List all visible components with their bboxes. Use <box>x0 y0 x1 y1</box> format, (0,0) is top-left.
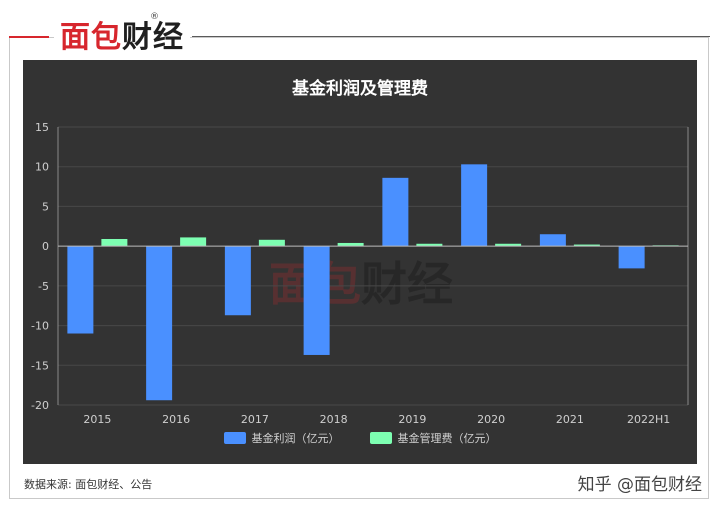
x-tick-label: 2018 <box>320 413 348 426</box>
bar-profit <box>146 246 173 401</box>
bar-chart: 面包财经 -20 -15 -10 -5 0 5 10 15 2015 2016 2017 2018 201… <box>31 121 689 426</box>
bar-profit <box>67 246 94 334</box>
brand-logo-part2: 财经 <box>122 20 184 55</box>
watermark: 面包财经 <box>269 257 453 311</box>
x-tick-label: 2022H1 <box>627 413 670 426</box>
legend-swatch-fee <box>369 432 392 444</box>
y-tick-label: 0 <box>42 240 49 253</box>
legend-item-fee[interactable]: 基金管理费（亿元） <box>369 430 497 446</box>
legend-label-profit: 基金利润（亿元） <box>251 432 340 445</box>
bar-fee <box>258 239 285 247</box>
chart-title: 基金利润及管理费 <box>292 79 428 99</box>
legend-swatch-profit <box>223 432 246 444</box>
y-tick-label: -10 <box>31 320 49 333</box>
bar-profit <box>303 246 330 355</box>
bar-fee <box>337 242 364 247</box>
bar-fee <box>416 243 443 247</box>
chart-card-frame <box>9 37 709 499</box>
x-tick-label: 2017 <box>241 413 269 426</box>
author-credit: 知乎 @面包财经 <box>577 475 702 495</box>
bar-fee <box>180 237 207 247</box>
brand-logo-part1: 面包 <box>60 20 122 55</box>
y-tick-label: -15 <box>31 359 49 372</box>
y-tick-label: 5 <box>42 200 49 213</box>
bar-profit <box>618 246 645 269</box>
data-source-note: 数据来源: 面包财经、公告 <box>24 478 153 491</box>
y-tick-label: 10 <box>35 161 49 174</box>
chart-panel: 基金利润及管理费 面包财经 -20 -15 -10 -5 0 5 10 15 2015 2016 20… <box>23 60 697 464</box>
bar-profit <box>539 234 566 247</box>
x-tick-label: 2016 <box>162 413 190 426</box>
x-tick-label: 2021 <box>556 413 584 426</box>
y-tick-label: -20 <box>31 399 49 412</box>
bar-profit <box>382 177 409 247</box>
bar-fee <box>101 238 128 247</box>
x-tick-label: 2020 <box>477 413 505 426</box>
x-tick-label: 2019 <box>398 413 426 426</box>
y-tick-label: -5 <box>38 280 49 293</box>
x-tick-label: 2015 <box>83 413 111 426</box>
y-tick-label: 15 <box>35 121 49 134</box>
registered-mark: ® <box>150 12 160 22</box>
brand-accent-line <box>9 36 49 38</box>
legend-label-fee: 基金管理费（亿元） <box>397 432 497 445</box>
header-rule <box>192 36 710 37</box>
legend-item-profit[interactable]: 基金利润（亿元） <box>223 430 340 446</box>
bar-fee <box>495 243 522 247</box>
chart-legend: 基金利润（亿元） 基金管理费（亿元） <box>23 430 697 446</box>
bar-profit <box>224 246 251 316</box>
bar-profit <box>461 164 488 247</box>
bar-fee <box>573 244 600 247</box>
brand-logo: 面包 财经 ® <box>54 12 190 56</box>
